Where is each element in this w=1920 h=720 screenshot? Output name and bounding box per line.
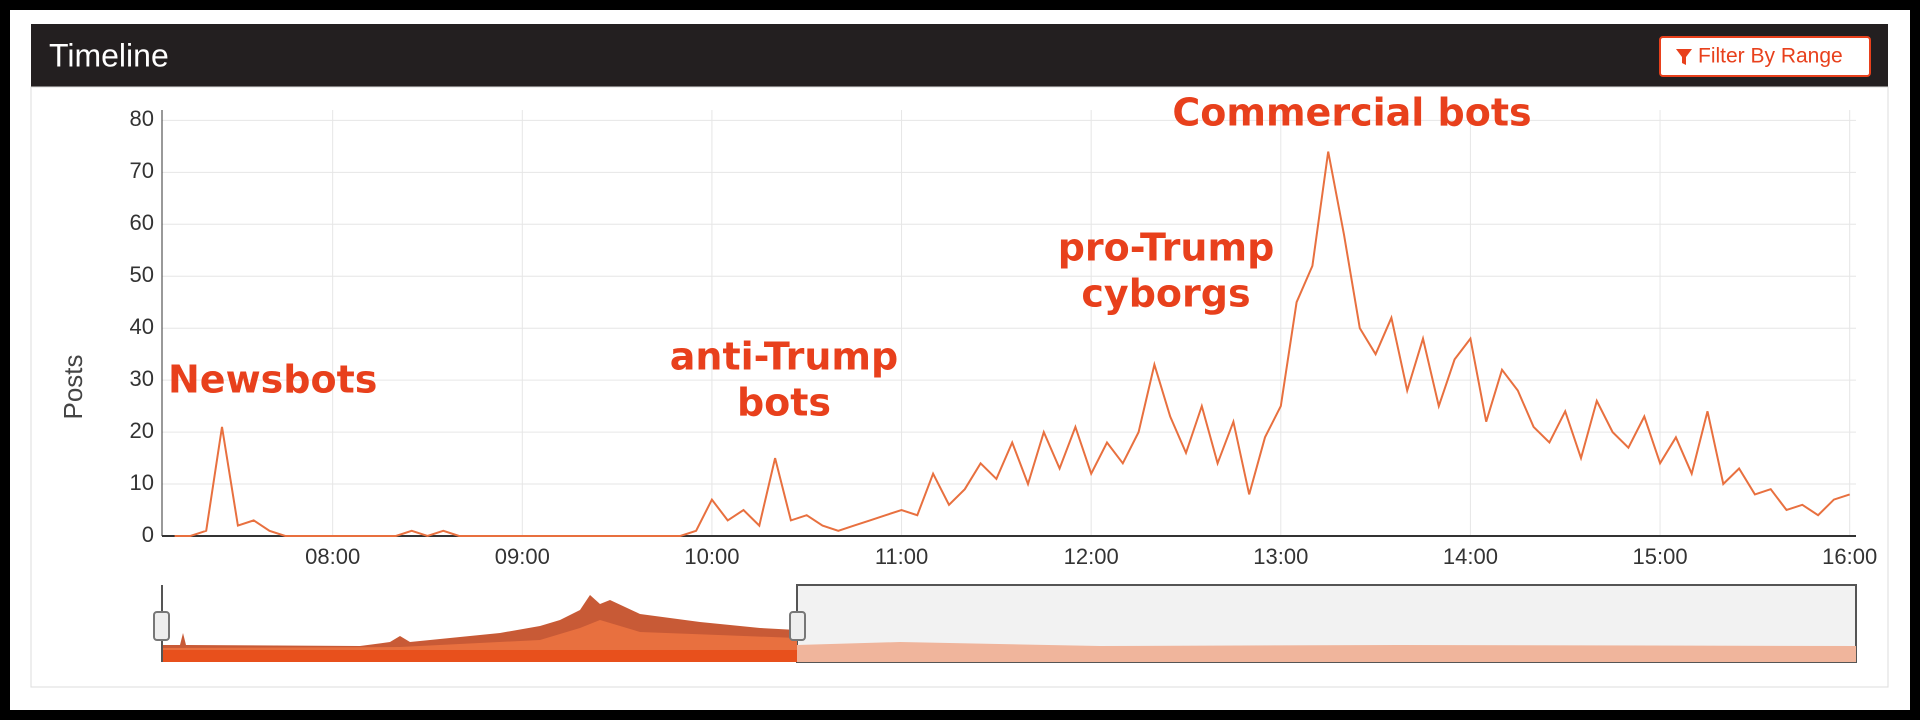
- annotation: pro-Trump: [1058, 226, 1275, 270]
- button-label[interactable]: Filter By Range: [1698, 45, 1843, 68]
- x-tick-label: 11:00: [875, 544, 928, 569]
- navigator-handle[interactable]: [789, 611, 806, 641]
- header-bar: [31, 24, 1888, 87]
- header-title: Timeline: [49, 37, 169, 73]
- x-tick-label: 13:00: [1253, 544, 1308, 569]
- x-tick-label: 12:00: [1064, 544, 1119, 569]
- x-tick-label: 08:00: [305, 544, 360, 569]
- x-tick-label: 10:00: [684, 544, 739, 569]
- button-frame[interactable]: [1659, 36, 1871, 77]
- panel-border: [30, 86, 1889, 688]
- y-tick-label: 40: [130, 314, 154, 339]
- grid: 0 10 20 30 40 50 60 70 80 08:00 09:00 10:00 11:00 12:…: [130, 106, 1878, 569]
- x-tick-label: 14:00: [1443, 544, 1498, 569]
- series-line: [174, 151, 1851, 538]
- y-tick-label: 20: [130, 418, 154, 443]
- navigator: [153, 584, 1857, 663]
- x-tick-label: 16:00: [1822, 544, 1877, 569]
- y-tick-label: 80: [130, 106, 154, 131]
- annotation: anti-Trump: [670, 335, 898, 379]
- y-tick-label: 60: [130, 210, 154, 235]
- y-axis-label: Posts: [58, 354, 88, 419]
- y-tick-label: 70: [130, 158, 154, 183]
- annotation: Newsbots: [168, 358, 377, 402]
- navigator-selection: [162, 650, 797, 662]
- filter-button[interactable]: Filter By Range: [1659, 36, 1871, 77]
- x-tick-label: 09:00: [495, 544, 550, 569]
- y-tick-label: 30: [130, 366, 154, 391]
- funnel-icon: [1676, 49, 1692, 65]
- navigator-area-faded: [797, 642, 1856, 662]
- y-tick-label: 50: [130, 262, 154, 287]
- navigator-handle[interactable]: [153, 611, 170, 641]
- annotation: bots: [737, 381, 831, 425]
- y-tick-label: 10: [130, 470, 154, 495]
- x-tick-label: 15:00: [1633, 544, 1688, 569]
- annotation: Commercial bots: [1172, 91, 1531, 135]
- annotation: cyborgs: [1081, 272, 1250, 316]
- y-tick-label: 0: [142, 522, 154, 547]
